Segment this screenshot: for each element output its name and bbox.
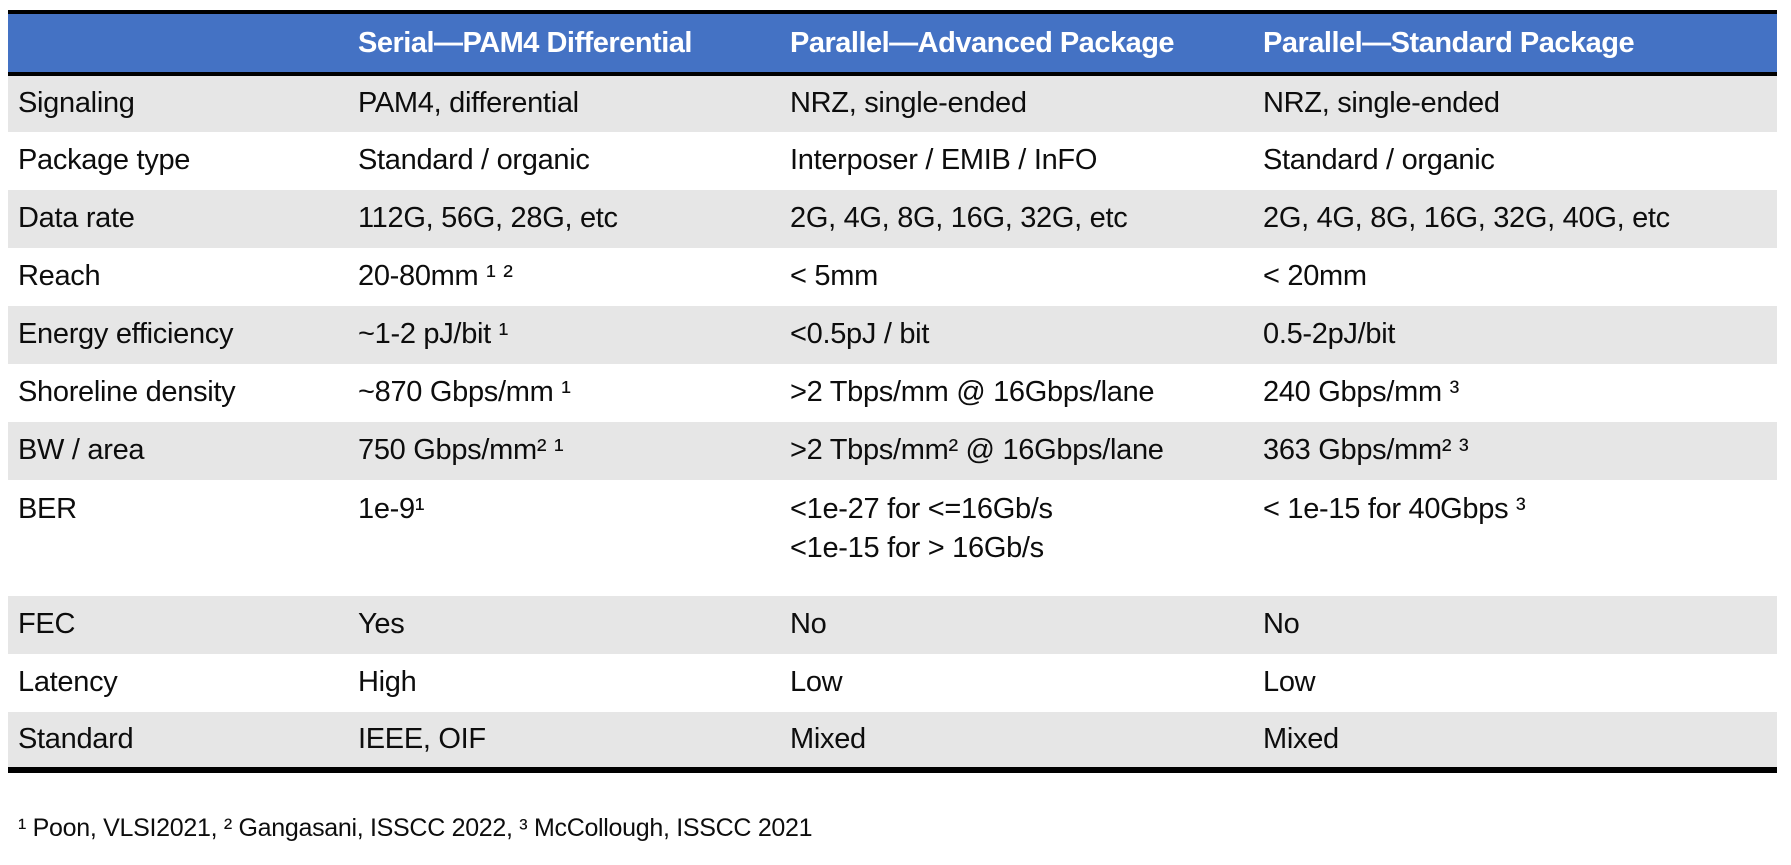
table-row: Package type Standard / organic Interposer… xyxy=(8,132,1777,190)
table-row: Shoreline density ~870 Gbps/mm ¹ >2 Tbps/m… xyxy=(8,364,1777,422)
row-label: Package type xyxy=(18,144,191,177)
row-label: BER xyxy=(18,493,77,525)
table-cell: NRZ, single-ended xyxy=(1263,87,1500,120)
table-cell: <0.5pJ / bit xyxy=(790,318,930,351)
table-row: Signaling PAM4, differential NRZ, single-e… xyxy=(8,74,1777,132)
table-body: Signaling PAM4, differential NRZ, single-e… xyxy=(8,74,1777,770)
table-cell: >2 Tbps/mm @ 16Gbps/lane xyxy=(790,376,1155,409)
table-cell: Yes xyxy=(358,608,405,641)
table-cell: Mixed xyxy=(1263,722,1339,755)
row-label: FEC xyxy=(18,608,76,641)
corner-header-cell xyxy=(8,12,348,76)
table-cell: High xyxy=(358,666,417,699)
table-cell: 0.5-2pJ/bit xyxy=(1263,318,1396,351)
table-row: BW / area 750 Gbps/mm² ¹ >2 Tbps/mm² @ 16G… xyxy=(8,422,1777,480)
table-cell: 20-80mm ¹ ² xyxy=(358,260,513,293)
table-cell: Standard / organic xyxy=(1263,144,1495,177)
row-label: BW / area xyxy=(18,434,145,467)
row-label: Signaling xyxy=(18,87,135,120)
footnote-citations: ¹ Poon, VLSI2021, ² Gangasani, ISSCC 202… xyxy=(18,814,813,842)
table-cell: < 5mm xyxy=(790,260,878,293)
column-header: Parallel—Advanced Package xyxy=(780,12,1253,76)
table-header-row: Serial—PAM4 Differential Parallel—Advance… xyxy=(8,12,1777,76)
row-label: Data rate xyxy=(18,202,135,235)
table-cell: IEEE, OIF xyxy=(358,722,486,755)
column-header: Parallel—Standard Package xyxy=(1253,12,1777,76)
table-cell: No xyxy=(1263,608,1300,641)
table-cell: 2G, 4G, 8G, 16G, 32G, 40G, etc xyxy=(1263,202,1670,235)
table-cell: < 1e-15 for 40Gbps ³ xyxy=(1263,493,1526,525)
table-cell: ~1-2 pJ/bit ¹ xyxy=(358,318,509,351)
table-row: Energy efficiency ~1-2 pJ/bit ¹ <0.5pJ / b… xyxy=(8,306,1777,364)
table-cell: < 20mm xyxy=(1263,260,1367,293)
row-label: Standard xyxy=(18,722,134,755)
table-row: Data rate 112G, 56G, 28G, etc 2G, 4G, 8G, … xyxy=(8,190,1777,248)
row-label: Reach xyxy=(18,260,101,293)
table-cell: <1e-27 for <=16Gb/s <1e-15 for > 16Gb/s xyxy=(790,493,1053,565)
row-label: Energy efficiency xyxy=(18,318,234,351)
table-cell: No xyxy=(790,608,827,641)
table-cell: ~870 Gbps/mm ¹ xyxy=(358,376,571,409)
table-cell: NRZ, single-ended xyxy=(790,87,1027,120)
table-row: BER 1e-9¹ <1e-27 for <=16Gb/s <1e-15 for >… xyxy=(8,480,1777,596)
table-cell: 112G, 56G, 28G, etc xyxy=(358,202,618,235)
table-row: FEC Yes No No xyxy=(8,596,1777,654)
table-row: Reach 20-80mm ¹ ² < 5mm < 20mm xyxy=(8,248,1777,306)
table-cell: 240 Gbps/mm ³ xyxy=(1263,376,1459,409)
table-cell: PAM4, differential xyxy=(358,87,579,120)
table-cell: Mixed xyxy=(790,722,866,755)
table-row: Latency High Low Low xyxy=(8,654,1777,712)
column-header: Serial—PAM4 Differential xyxy=(348,12,780,76)
table-cell: 1e-9¹ xyxy=(358,493,425,525)
table-cell: 363 Gbps/mm² ³ xyxy=(1263,434,1469,467)
table-cell: 2G, 4G, 8G, 16G, 32G, etc xyxy=(790,202,1128,235)
table-cell: Interposer / EMIB / InFO xyxy=(790,144,1098,177)
row-label: Latency xyxy=(18,666,118,699)
table-cell: 750 Gbps/mm² ¹ xyxy=(358,434,564,467)
row-label: Shoreline density xyxy=(18,376,236,409)
table-cell: Low xyxy=(790,666,843,699)
table-cell: Standard / organic xyxy=(358,144,590,177)
table-row: Standard IEEE, OIF Mixed Mixed xyxy=(8,712,1777,770)
table-cell: Low xyxy=(1263,666,1316,699)
comparison-table: Serial—PAM4 Differential Parallel—Advance… xyxy=(8,10,1777,773)
table-cell: >2 Tbps/mm² @ 16Gbps/lane xyxy=(790,434,1164,467)
